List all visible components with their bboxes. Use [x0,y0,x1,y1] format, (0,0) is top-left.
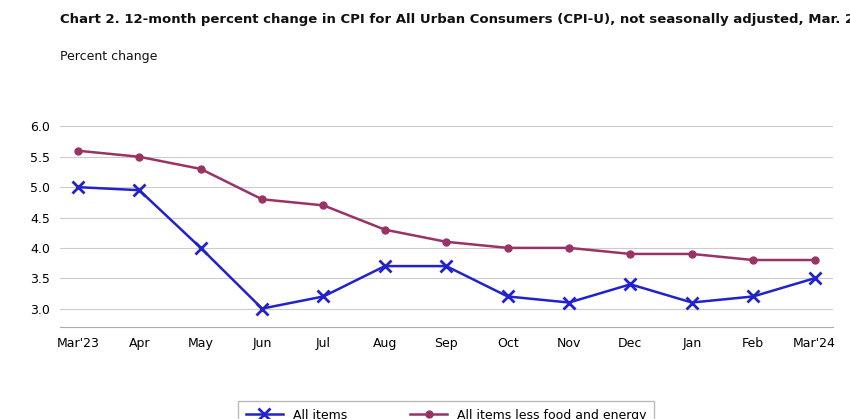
Text: Chart 2. 12-month percent change in CPI for All Urban Consumers (CPI-U), not sea: Chart 2. 12-month percent change in CPI … [60,13,850,26]
Legend: All items, All items less food and energy: All items, All items less food and energ… [238,401,654,419]
Text: Percent change: Percent change [60,50,157,63]
